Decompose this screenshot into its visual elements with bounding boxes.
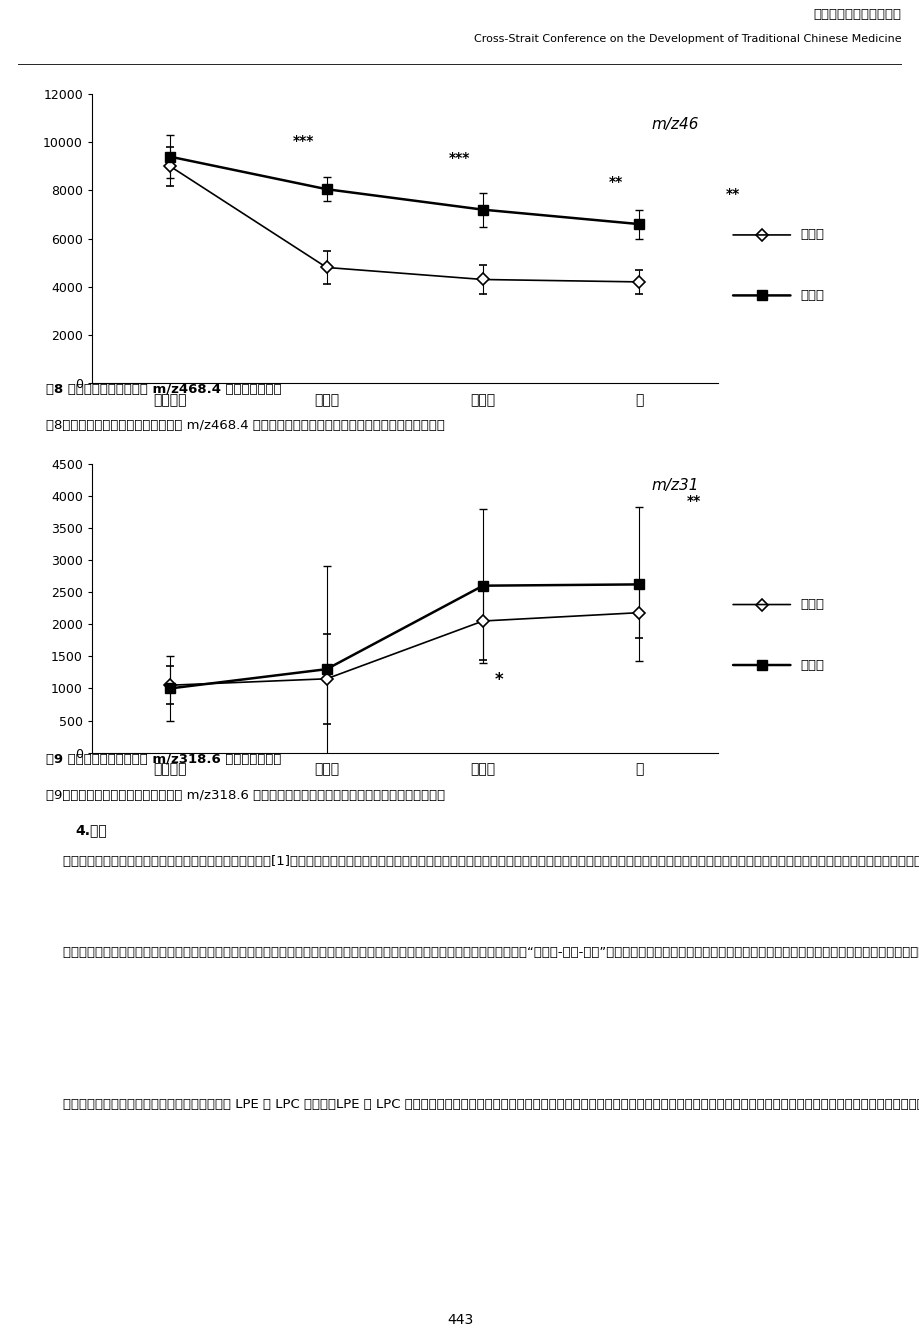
- Text: **: **: [725, 187, 740, 200]
- Text: 图8显示：正常组和模型组未知代谢物 m/z468.4 均随剂量的增加有下降的趋势，模型组下降的较缓慢。: 图8显示：正常组和模型组未知代谢物 m/z468.4 均随剂量的增加有下降的趋势…: [46, 419, 445, 433]
- Text: 4.讨论: 4.讨论: [75, 823, 108, 837]
- Text: m/z46: m/z46: [651, 117, 698, 132]
- Text: 正常组: 正常组: [800, 228, 823, 242]
- Text: 图9 正常和模型大鼠血浆中 m/z318.6 随剂量变化情况: 图9 正常和模型大鼠血浆中 m/z318.6 随剂量变化情况: [46, 753, 281, 766]
- Text: 正常组: 正常组: [800, 598, 823, 612]
- Text: 模型组: 模型组: [800, 659, 823, 672]
- Text: ***: ***: [292, 133, 313, 148]
- Text: m/z31: m/z31: [651, 478, 698, 493]
- Text: 现代毒理学研究表明机体功能状态与药物毒性反应密切相关[1]。中药临床应用特别强调药证对应的重要性，认为只要对证，就能最大程度避免药物毒性反应的发生。目前多采用正: 现代毒理学研究表明机体功能状态与药物毒性反应密切相关[1]。中药临床应用特别强调…: [46, 855, 919, 868]
- Text: 模型组: 模型组: [800, 289, 823, 302]
- Text: 白附片是中药毒性和药效研究的代表药物，肾阳虚是其治疗适应证候，本研究通过建立肾阳虚大鼠模型评价其毒性。现代研究证实：“下丘脑-垂体-靶腺”轴不同环节、不同程度的: 白附片是中药毒性和药效研究的代表药物，肾阳虚是其治疗适应证候，本研究通过建立肾阳…: [46, 946, 919, 960]
- Text: *: *: [494, 671, 503, 689]
- Text: 443: 443: [447, 1313, 472, 1328]
- Text: 图9显示：正常组和模型组未知代谢物 m/z318.6 均随剂量的增加有升高的趋势，模型组升高的较缓慢。: 图9显示：正常组和模型组未知代谢物 m/z318.6 均随剂量的增加有升高的趋势…: [46, 789, 445, 802]
- Text: 图8 正常和模型大鼠血浆中 m/z468.4 随剂量变化情况: 图8 正常和模型大鼠血浆中 m/z468.4 随剂量变化情况: [46, 383, 281, 396]
- Text: 海峡两岸中医药发展大会: 海峡两岸中医药发展大会: [812, 8, 901, 22]
- Text: **: **: [686, 495, 700, 508]
- Text: Cross-Strait Conference on the Development of Traditional Chinese Medicine: Cross-Strait Conference on the Developme…: [473, 35, 901, 44]
- Text: 本研究发现，氢化可的松造模可引起血浆代谢物 LPE 和 LPC 的下调。LPE 和 LPC 是机体的溶血性甘油磷脂，它们的活性升高具有重要的意义，主要表现为：能: 本研究发现，氢化可的松造模可引起血浆代谢物 LPE 和 LPC 的下调。LPE …: [46, 1098, 919, 1111]
- Text: **: **: [608, 175, 622, 188]
- Text: ***: ***: [448, 151, 470, 164]
